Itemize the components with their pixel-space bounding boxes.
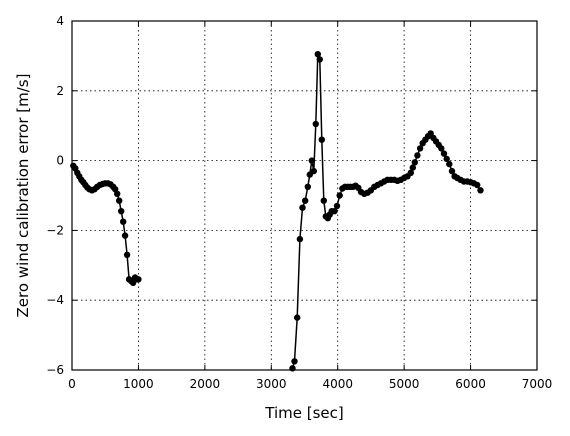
data-point (118, 208, 125, 215)
x-tick-label: 1000 (123, 377, 154, 391)
grid-lines (72, 21, 537, 370)
data-point (440, 150, 448, 157)
y-tick-label: 0 (56, 154, 64, 168)
data-point (333, 202, 341, 210)
data-point (414, 152, 421, 159)
data-point (446, 160, 453, 168)
data-point (135, 276, 142, 283)
data-point (443, 155, 450, 163)
data-point (304, 183, 311, 190)
data-point (310, 167, 317, 175)
data-point (474, 181, 481, 189)
data-point (336, 192, 343, 199)
data-point (407, 169, 414, 176)
data-point (331, 208, 338, 215)
axis-ticks (71, 20, 538, 371)
x-tick-label: 0 (68, 377, 76, 391)
data-point (477, 187, 484, 194)
data-point (320, 197, 327, 204)
data-point (114, 190, 121, 197)
data-point (409, 164, 416, 171)
y-axis-label: Zero wind calibration error [m/s] (14, 74, 32, 318)
data-point (116, 197, 123, 204)
data-point (299, 204, 306, 211)
data-point (314, 51, 321, 58)
series-line-segment-2 (291, 53, 482, 369)
y-tick-label: −6 (46, 363, 64, 377)
data-point (448, 167, 456, 175)
x-tick-labels: 0 1000 2000 3000 4000 5000 6000 7000 (68, 377, 552, 391)
x-tick-label: 2000 (190, 377, 221, 391)
y-tick-label: −2 (46, 223, 64, 237)
data-point (308, 157, 315, 164)
data-point (121, 232, 129, 239)
data-point (438, 145, 445, 152)
x-axis-label: Time [sec] (264, 404, 343, 422)
data-point (411, 159, 418, 166)
data-point (291, 358, 298, 365)
data-point (318, 136, 325, 143)
data-point (312, 120, 319, 128)
data-point (302, 197, 309, 204)
data-point (120, 218, 127, 225)
y-tick-label: 2 (56, 84, 64, 98)
data-point (296, 235, 304, 243)
plot-frame (71, 20, 538, 371)
y-tick-labels: −6 −4 −2 0 2 4 (46, 14, 64, 377)
y-tick-label: −4 (46, 293, 64, 307)
x-tick-label: 4000 (322, 377, 353, 391)
x-tick-label: 7000 (522, 377, 553, 391)
data-series (70, 51, 484, 372)
y-tick-label: 4 (56, 14, 64, 28)
x-tick-label: 6000 (455, 377, 486, 391)
x-tick-label: 5000 (389, 377, 420, 391)
data-point (294, 314, 301, 321)
data-point (416, 145, 424, 152)
data-point (316, 56, 323, 63)
x-tick-label: 3000 (256, 377, 287, 391)
data-point (123, 251, 131, 258)
